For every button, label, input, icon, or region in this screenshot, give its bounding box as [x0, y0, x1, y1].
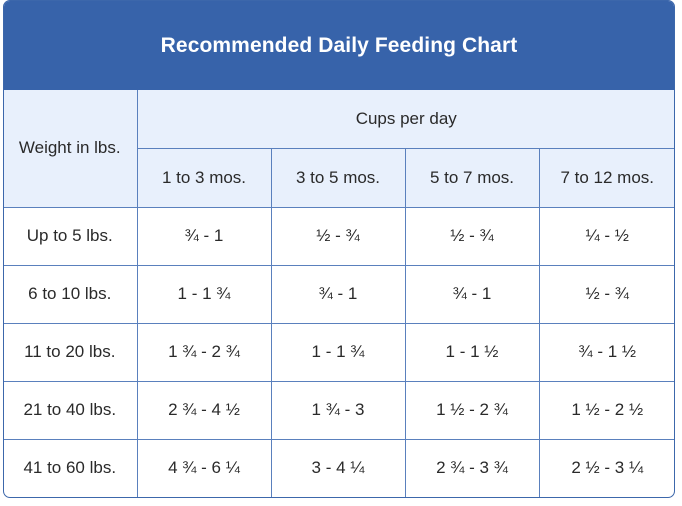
cups-per-day-header: Cups per day	[136, 90, 674, 149]
cups-cell: 1 - 1 ¾	[270, 322, 406, 382]
cups-cell: ¾ - 1	[270, 264, 406, 324]
cups-cell: ½ - ¾	[404, 206, 540, 266]
cups-cell: 1 - 1 ½	[404, 322, 540, 382]
age-column-header: 3 to 5 mos.	[270, 147, 406, 208]
table-row: 11 to 20 lbs. 1 ¾ - 2 ¾ 1 - 1 ¾ 1 - 1 ½ …	[4, 322, 674, 382]
cups-cell: 3 - 4 ¼	[270, 438, 406, 497]
cups-cell: ¾ - 1	[136, 206, 272, 266]
weight-cell: Up to 5 lbs.	[4, 206, 138, 266]
weight-column-header: Weight in lbs.	[4, 90, 138, 208]
header-row-top: Weight in lbs. Cups per day	[4, 90, 674, 208]
cups-cell: 2 ½ - 3 ¼	[538, 438, 674, 497]
cups-cell: ¾ - 1	[404, 264, 540, 324]
feeding-chart-card: Recommended Daily Feeding Chart Weight i…	[3, 0, 675, 498]
cups-cell: 1 ½ - 2 ¾	[404, 380, 540, 440]
table-row: 21 to 40 lbs. 2 ¾ - 4 ½ 1 ¾ - 3 1 ½ - 2 …	[4, 380, 674, 440]
cups-cell: 1 ¾ - 3	[270, 380, 406, 440]
cups-cell: 2 ¾ - 4 ½	[136, 380, 272, 440]
cups-cell: ¾ - 1 ½	[538, 322, 674, 382]
cups-cell: 1 - 1 ¾	[136, 264, 272, 324]
cups-cell: 1 ¾ - 2 ¾	[136, 322, 272, 382]
table-row: 6 to 10 lbs. 1 - 1 ¾ ¾ - 1 ¾ - 1 ½ - ¾	[4, 264, 674, 324]
chart-title: Recommended Daily Feeding Chart	[160, 33, 518, 57]
feeding-table: Weight in lbs. Cups per day 1 to 3 mos. …	[4, 90, 674, 497]
age-column-header: 5 to 7 mos.	[404, 147, 540, 208]
age-column-header: 7 to 12 mos.	[538, 147, 674, 208]
cups-cell: ½ - ¾	[538, 264, 674, 324]
weight-cell: 41 to 60 lbs.	[4, 438, 138, 497]
cups-cell: 4 ¾ - 6 ¼	[136, 438, 272, 497]
age-column-header: 1 to 3 mos.	[137, 147, 272, 208]
weight-cell: 11 to 20 lbs.	[4, 322, 138, 382]
cups-cell: 2 ¾ - 3 ¾	[404, 438, 540, 497]
cups-cell: ½ - ¾	[270, 206, 406, 266]
cups-cell: ¼ - ½	[538, 206, 674, 266]
table-row: 41 to 60 lbs. 4 ¾ - 6 ¼ 3 - 4 ¼ 2 ¾ - 3 …	[4, 438, 674, 497]
title-bar: Recommended Daily Feeding Chart	[4, 1, 674, 90]
weight-cell: 21 to 40 lbs.	[4, 380, 138, 440]
cups-cell: 1 ½ - 2 ½	[538, 380, 674, 440]
weight-cell: 6 to 10 lbs.	[4, 264, 138, 324]
table-row: Up to 5 lbs. ¾ - 1 ½ - ¾ ½ - ¾ ¼ - ½	[4, 206, 674, 266]
